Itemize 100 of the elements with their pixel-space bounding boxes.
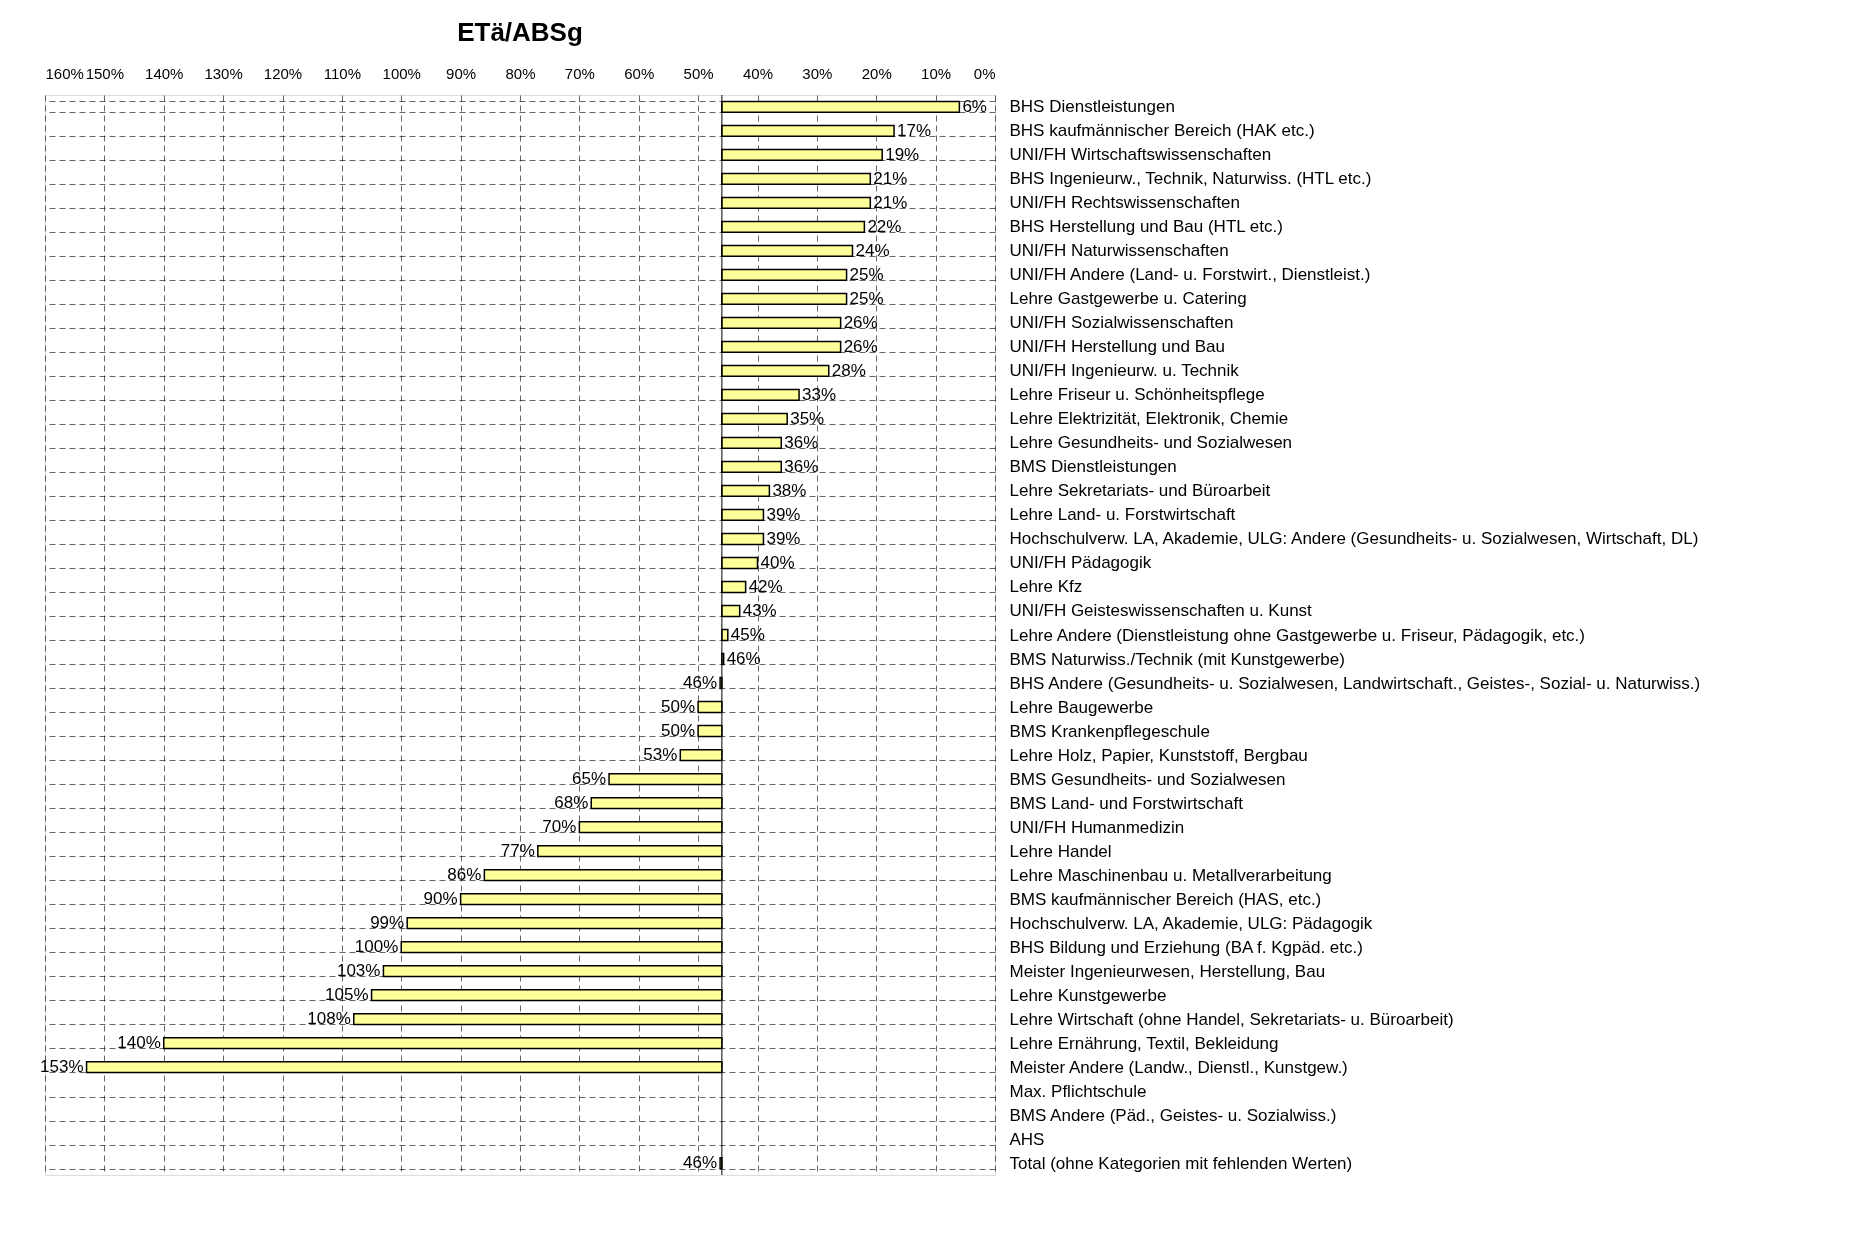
y-tick-label: Max. Pflichtschule — [1009, 1081, 1147, 1101]
x-tick-label: 140% — [145, 64, 184, 82]
y-tick-label: Lehre Ernährung, Textil, Bekleidung — [1009, 1033, 1279, 1053]
y-tick-label: UNI/FH Pädagogik — [1009, 553, 1152, 573]
data-label: 21% — [873, 192, 908, 212]
data-label: 50% — [661, 697, 696, 717]
data-label: 36% — [784, 432, 819, 452]
data-label: 25% — [849, 264, 884, 284]
y-tick-label: Lehre Kfz — [1009, 577, 1083, 597]
data-label: 46% — [683, 1153, 718, 1173]
x-tick-label: 130% — [204, 64, 243, 82]
x-tick-label: 160% — [45, 64, 84, 82]
y-tick-label: Total (ohne Kategorien mit fehlenden Werten) — [1009, 1153, 1353, 1173]
y-tick-label: Hochschulverw. LA, Akademie, ULG: Pädagogik — [1009, 913, 1373, 933]
data-label: 22% — [867, 216, 902, 236]
data-label: 77% — [500, 841, 535, 861]
y-tick-label: BMS Land- und Forstwirtschaft — [1009, 793, 1244, 813]
x-tick-label: 60% — [624, 64, 655, 82]
data-label: 38% — [772, 480, 807, 500]
data-label: 25% — [849, 288, 884, 308]
data-label: 105% — [325, 985, 369, 1005]
data-label: 35% — [790, 408, 825, 428]
data-label: 100% — [354, 937, 399, 957]
data-label: 140% — [117, 1033, 161, 1053]
x-tick-label: 120% — [263, 64, 303, 82]
data-label: 33% — [802, 384, 837, 404]
y-tick-label: Lehre Gesundheits- und Sozialwesen — [1009, 433, 1293, 453]
y-tick-label: UNI/FH Naturwissenschaften — [1009, 241, 1229, 261]
y-tick-label: BMS Naturwiss./Technik (mit Kunstgewerbe) — [1009, 649, 1345, 669]
data-label: 68% — [554, 793, 589, 813]
data-label: 28% — [831, 360, 866, 380]
x-tick-label: 70% — [564, 64, 595, 82]
y-tick-label: Lehre Sekretariats- und Büroarbeit — [1009, 481, 1271, 501]
data-label: 17% — [897, 120, 932, 140]
data-label: 108% — [307, 1009, 351, 1029]
y-tick-label: BMS Gesundheits- und Sozialwesen — [1009, 769, 1286, 789]
x-tick-label: 0% — [973, 64, 996, 82]
y-tick-label: UNI/FH Ingenieurw. u. Technik — [1009, 361, 1240, 381]
y-tick-label: Lehre Friseur u. Schönheitspflege — [1009, 385, 1265, 405]
y-tick-label: Lehre Land- u. Forstwirtschaft — [1009, 505, 1236, 525]
data-label: 39% — [766, 504, 801, 524]
data-label: 40% — [760, 552, 795, 572]
y-tick-label: Lehre Kunstgewerbe — [1009, 985, 1167, 1005]
y-tick-label: Lehre Baugewerbe — [1009, 697, 1154, 717]
data-label: 26% — [843, 336, 878, 356]
y-tick-label: BMS kaufmännischer Bereich (HAS, etc.) — [1009, 889, 1322, 909]
data-label: 153% — [40, 1057, 84, 1077]
data-label: 65% — [572, 769, 607, 789]
y-tick-label: UNI/FH Wirtschaftswissenschaften — [1009, 145, 1272, 165]
data-label: 45% — [730, 625, 765, 644]
y-tick-label: UNI/FH Sozialwissenschaften — [1009, 313, 1234, 333]
data-label: 103% — [336, 961, 381, 981]
data-label: 70% — [542, 817, 577, 837]
data-label: 43% — [742, 600, 777, 620]
data-label: 50% — [661, 721, 696, 741]
x-tick-label: 50% — [683, 64, 714, 82]
y-tick-label: BMS Andere (Päd., Geistes- u. Sozialwiss.) — [1009, 1105, 1337, 1125]
y-tick-label: UNI/FH Geisteswissenschaften u. Kunst — [1009, 601, 1313, 621]
x-tick-label: 90% — [446, 64, 477, 82]
x-tick-label: 100% — [382, 64, 421, 82]
data-label: 19% — [885, 144, 920, 164]
x-tick-label: 10% — [921, 64, 952, 82]
y-tick-label: BMS Krankenpflegeschule — [1009, 721, 1210, 741]
data-label: 53% — [643, 745, 678, 765]
data-label: 36% — [784, 456, 819, 476]
y-tick-label: BHS Ingenieurw., Technik, Naturwiss. (HTL etc.) — [1009, 169, 1372, 189]
data-label: 26% — [843, 312, 878, 332]
data-label: 46% — [726, 649, 761, 669]
y-tick-label: BHS Bildung und Erziehung (BA f. Kgpäd. etc.) — [1009, 937, 1363, 957]
y-tick-label: Lehre Andere (Dienstleistung ohne Gastgewerbe u. Friseur, Pädagogik, etc.) — [1009, 625, 1586, 645]
x-tick-label: 80% — [505, 64, 536, 82]
x-tick-label: 110% — [323, 64, 362, 82]
y-tick-label: Lehre Handel — [1009, 841, 1112, 861]
y-tick-label: AHS — [1009, 1129, 1045, 1149]
y-tick-label: UNI/FH Herstellung und Bau — [1009, 337, 1225, 357]
data-label: 6% — [962, 96, 987, 116]
data-label: 46% — [683, 673, 718, 693]
y-tick-label: BMS Dienstleistungen — [1009, 457, 1177, 477]
y-tick-label: Lehre Elektrizität, Elektronik, Chemie — [1009, 409, 1289, 429]
y-tick-label: Meister Andere (Landw., Dienstl., Kunstgew.) — [1009, 1057, 1348, 1077]
data-label: 99% — [370, 913, 405, 933]
y-tick-label: Lehre Holz, Papier, Kunststoff, Bergbau — [1009, 745, 1308, 765]
y-tick-label: BHS Herstellung und Bau (HTL etc.) — [1009, 217, 1283, 237]
x-tick-label: 30% — [802, 64, 833, 82]
x-tick-label: 150% — [85, 64, 125, 82]
y-tick-label: Meister Ingenieurwesen, Herstellung, Bau — [1009, 961, 1326, 981]
x-tick-label: 20% — [861, 64, 892, 82]
y-tick-label: Hochschulverw. LA, Akademie, ULG: Andere (Gesundheits- u. Sozialwesen, Wirtschaft, DL) — [1009, 529, 1699, 549]
data-label: 24% — [855, 240, 890, 260]
y-tick-label: Lehre Wirtschaft (ohne Handel, Sekretariats- u. Büroarbeit) — [1009, 1009, 1454, 1029]
y-tick-label: BHS Andere (Gesundheits- u. Sozialwesen, Landwirtschaft., Geistes-, Sozial- u. Naturwiss.) — [1009, 673, 1701, 693]
y-tick-label: Lehre Gastgewerbe u. Catering — [1009, 289, 1247, 309]
y-tick-label: UNI/FH Rechtswissenschaften — [1009, 193, 1241, 213]
data-label: 42% — [748, 576, 783, 596]
data-label: 39% — [766, 528, 801, 548]
y-tick-label: UNI/FH Andere (Land- u. Forstwirt., Dienstleist.) — [1009, 265, 1371, 285]
y-tick-label: BHS kaufmännischer Bereich (HAK etc.) — [1009, 121, 1315, 141]
y-tick-label: UNI/FH Humanmedizin — [1009, 817, 1185, 837]
x-tick-label: 40% — [742, 64, 774, 82]
y-tick-label: Lehre Maschinenbau u. Metallverarbeitung — [1009, 865, 1332, 885]
